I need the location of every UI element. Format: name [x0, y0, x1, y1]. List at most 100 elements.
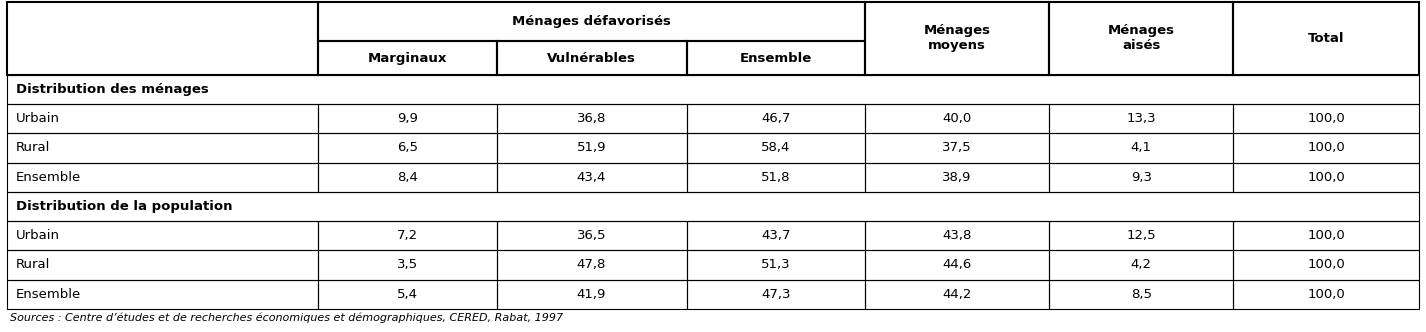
Text: 7,2: 7,2	[396, 229, 418, 242]
Text: Ménages défavorisés: Ménages défavorisés	[512, 15, 672, 28]
Text: 47,8: 47,8	[578, 258, 606, 271]
Bar	[686, 42, 866, 75]
Bar	[496, 221, 686, 250]
Bar	[496, 250, 686, 280]
Bar	[7, 75, 1419, 104]
Text: 43,4: 43,4	[578, 171, 606, 184]
Bar	[7, 280, 318, 309]
Text: 40,0: 40,0	[943, 112, 971, 125]
Bar	[318, 2, 866, 42]
Text: 100,0: 100,0	[1308, 288, 1345, 301]
Text: 38,9: 38,9	[943, 171, 971, 184]
Bar	[7, 163, 318, 192]
Text: 9,9: 9,9	[396, 112, 418, 125]
Bar	[496, 133, 686, 163]
Text: Marginaux: Marginaux	[368, 51, 446, 64]
Bar	[1050, 2, 1233, 75]
Bar	[686, 133, 866, 163]
Text: 3,5: 3,5	[396, 258, 418, 271]
Bar	[496, 280, 686, 309]
Bar	[7, 250, 318, 280]
Bar	[866, 163, 1050, 192]
Text: 51,9: 51,9	[576, 141, 606, 154]
Bar	[686, 221, 866, 250]
Bar	[318, 221, 496, 250]
Bar	[318, 133, 496, 163]
Text: 100,0: 100,0	[1308, 229, 1345, 242]
Text: Sources : Centre d’études et de recherches économiques et démographiques, CERED,: Sources : Centre d’études et de recherch…	[10, 312, 563, 323]
Bar	[7, 221, 318, 250]
Text: 36,5: 36,5	[576, 229, 606, 242]
Bar	[866, 104, 1050, 133]
Bar	[318, 250, 496, 280]
Text: 43,8: 43,8	[943, 229, 971, 242]
Text: 9,3: 9,3	[1131, 171, 1152, 184]
Bar	[7, 2, 318, 75]
Bar	[1233, 133, 1419, 163]
Text: 51,3: 51,3	[761, 258, 790, 271]
Bar	[1233, 221, 1419, 250]
Bar	[866, 2, 1050, 75]
Bar	[1233, 280, 1419, 309]
Text: 37,5: 37,5	[943, 141, 973, 154]
Bar	[1050, 163, 1233, 192]
Text: 4,2: 4,2	[1131, 258, 1152, 271]
Bar	[318, 42, 496, 75]
Text: Ménages
moyens: Ménages moyens	[924, 24, 991, 52]
Bar	[866, 280, 1050, 309]
Text: 12,5: 12,5	[1127, 229, 1156, 242]
Bar	[1050, 221, 1233, 250]
Text: Ensemble: Ensemble	[740, 51, 811, 64]
Bar	[318, 280, 496, 309]
Text: Rural: Rural	[16, 258, 50, 271]
Bar	[1050, 250, 1233, 280]
Bar	[686, 280, 866, 309]
Bar	[1050, 280, 1233, 309]
Text: 41,9: 41,9	[578, 288, 606, 301]
Bar	[1233, 163, 1419, 192]
Bar	[866, 250, 1050, 280]
Text: Ensemble: Ensemble	[16, 171, 81, 184]
Text: Distribution de la population: Distribution de la population	[16, 200, 232, 213]
Bar	[866, 221, 1050, 250]
Text: 8,4: 8,4	[396, 171, 418, 184]
Text: 46,7: 46,7	[761, 112, 790, 125]
Text: 6,5: 6,5	[396, 141, 418, 154]
Bar	[1233, 250, 1419, 280]
Text: Ensemble: Ensemble	[16, 288, 81, 301]
Bar	[1233, 2, 1419, 75]
Bar	[318, 163, 496, 192]
Text: 47,3: 47,3	[761, 288, 790, 301]
Bar	[866, 133, 1050, 163]
Bar	[7, 133, 318, 163]
Bar	[1233, 104, 1419, 133]
Bar	[496, 42, 686, 75]
Text: 51,8: 51,8	[761, 171, 790, 184]
Text: Urbain: Urbain	[16, 229, 60, 242]
Bar	[686, 163, 866, 192]
Text: 36,8: 36,8	[578, 112, 606, 125]
Text: Rural: Rural	[16, 141, 50, 154]
Text: Total: Total	[1308, 32, 1345, 45]
Text: 100,0: 100,0	[1308, 141, 1345, 154]
Text: 44,2: 44,2	[943, 288, 971, 301]
Bar	[496, 104, 686, 133]
Bar	[686, 104, 866, 133]
Bar	[7, 192, 1419, 221]
Text: Urbain: Urbain	[16, 112, 60, 125]
Text: 58,4: 58,4	[761, 141, 790, 154]
Bar	[1050, 104, 1233, 133]
Bar	[318, 104, 496, 133]
Bar	[1050, 133, 1233, 163]
Text: 4,1: 4,1	[1131, 141, 1152, 154]
Text: 13,3: 13,3	[1127, 112, 1156, 125]
Bar	[496, 163, 686, 192]
Text: Distribution des ménages: Distribution des ménages	[16, 83, 208, 96]
Bar	[686, 250, 866, 280]
Text: Ménages
aisés: Ménages aisés	[1108, 24, 1175, 52]
Text: 100,0: 100,0	[1308, 171, 1345, 184]
Text: 8,5: 8,5	[1131, 288, 1152, 301]
Text: 100,0: 100,0	[1308, 258, 1345, 271]
Text: 43,7: 43,7	[761, 229, 790, 242]
Text: Vulnérables: Vulnérables	[548, 51, 636, 64]
